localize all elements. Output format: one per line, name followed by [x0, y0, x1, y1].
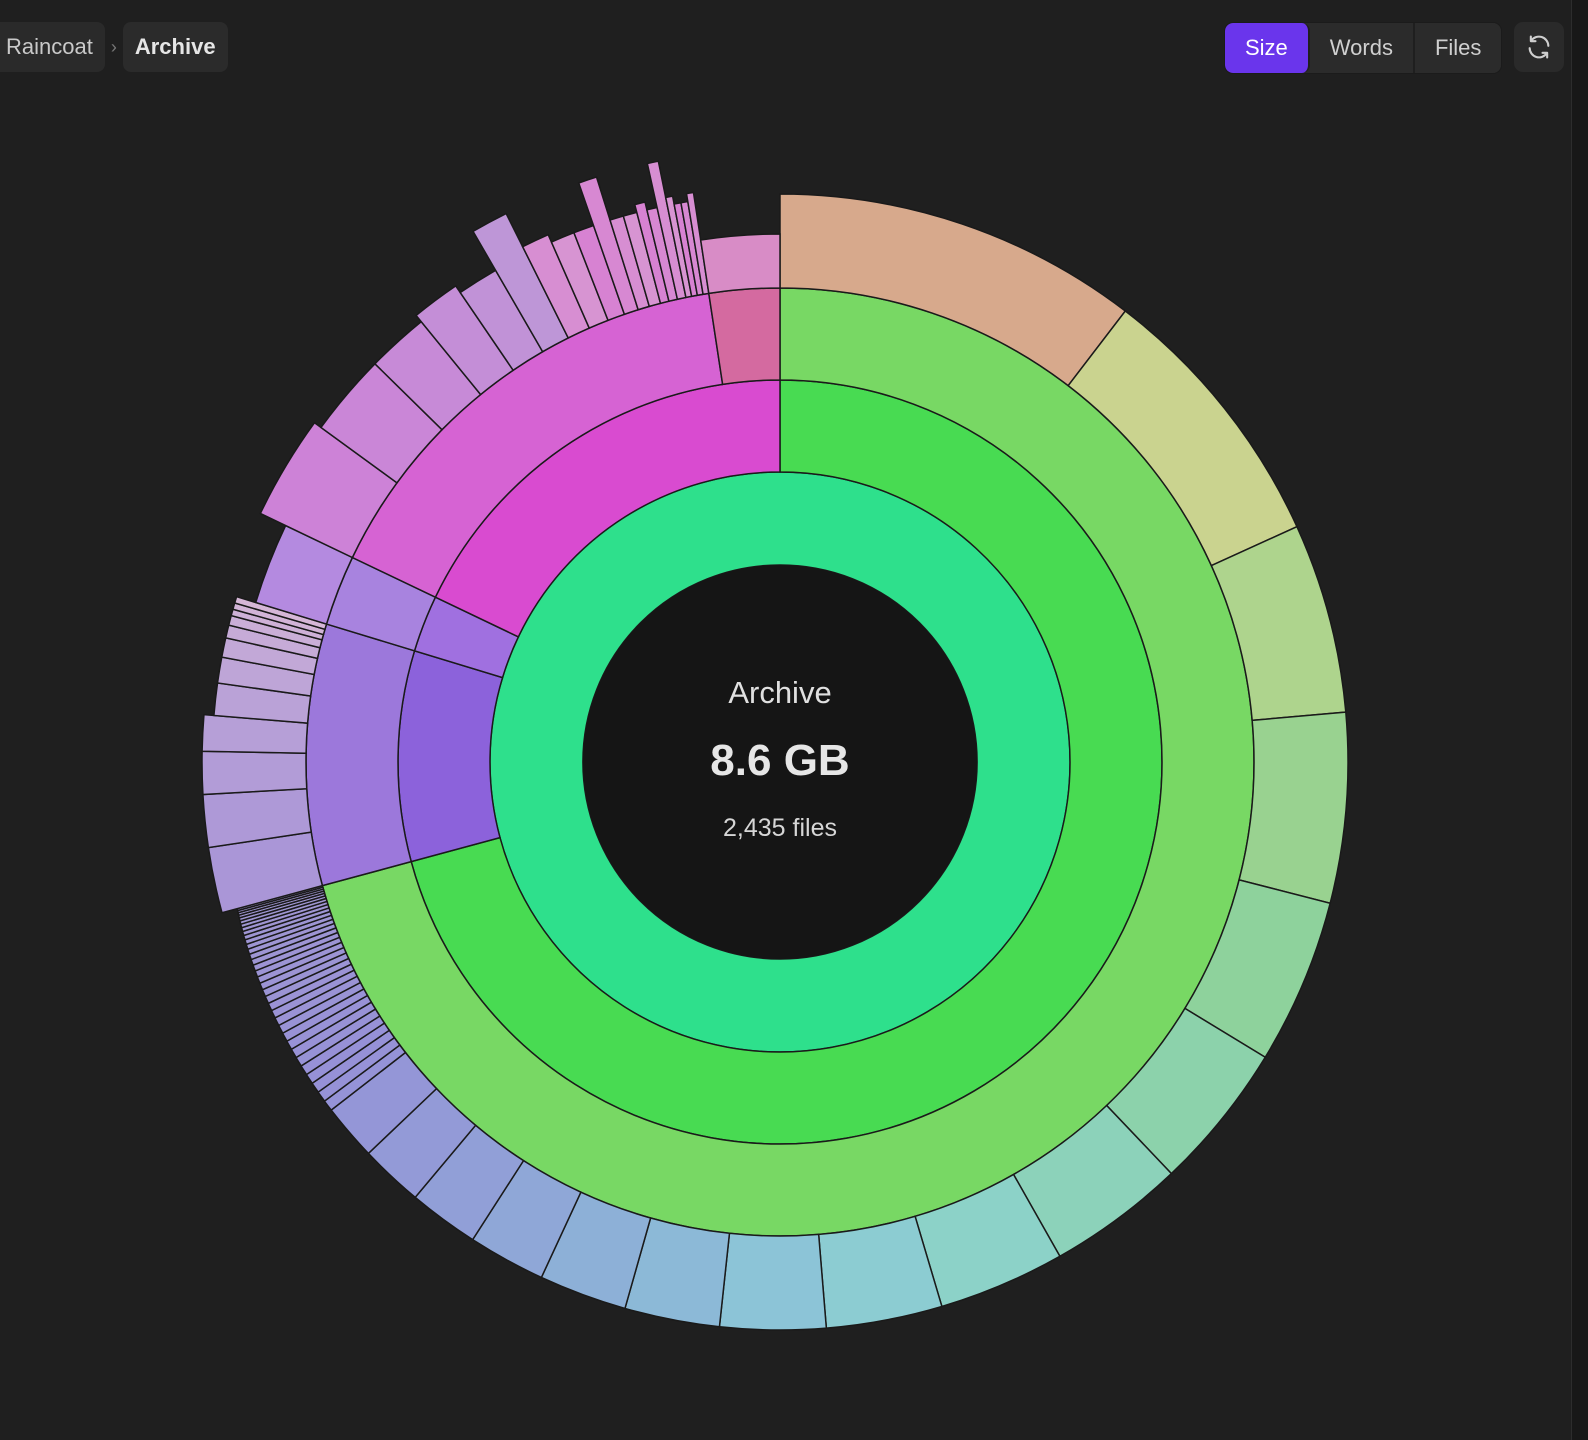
breadcrumb: Raincoat › Archive [0, 22, 228, 72]
ring3-segment-1[interactable] [305, 623, 416, 887]
outer-purple-leaf-2[interactable] [201, 750, 308, 796]
center-size: 8.6 GB [710, 736, 849, 785]
ring2-segment-1[interactable] [397, 649, 504, 863]
outer-pink-leaf[interactable] [699, 233, 781, 295]
panel-edge [1571, 0, 1588, 1440]
center-hole [583, 565, 977, 959]
breadcrumb-item-raincoat[interactable]: Raincoat [0, 22, 105, 72]
outer-leaf-3[interactable] [1238, 711, 1349, 905]
refresh-button[interactable] [1514, 22, 1564, 72]
toggle-size-button[interactable]: Size [1225, 23, 1310, 73]
toggle-words-button[interactable]: Words [1309, 23, 1415, 73]
center-title: Archive [728, 675, 831, 710]
refresh-icon [1528, 35, 1550, 59]
center-files: 2,435 files [723, 814, 837, 842]
breadcrumb-item-archive[interactable]: Archive [122, 22, 228, 72]
breadcrumb-separator: › [110, 36, 117, 57]
toggle-files-button[interactable]: Files [1414, 23, 1502, 73]
outer-leaf-9[interactable] [718, 1232, 828, 1331]
view-toggle: Size Words Files [1224, 22, 1503, 74]
